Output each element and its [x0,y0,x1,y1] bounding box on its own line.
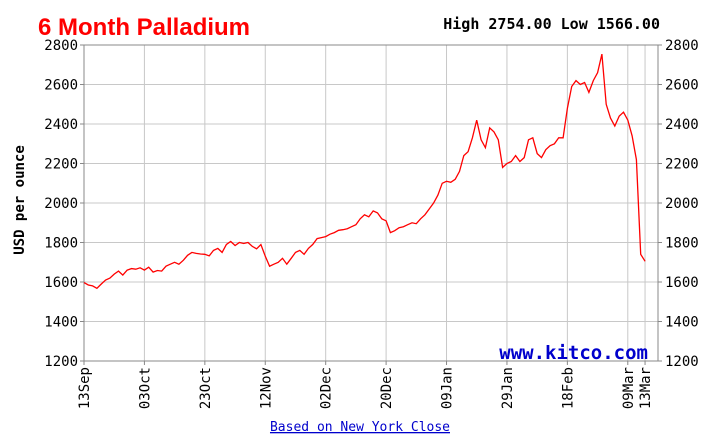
x-tick-label: 12Nov [258,367,274,409]
y-tick-label-left: 1400 [44,315,78,331]
y-tick-label-right: 2800 [665,38,699,54]
grid-lines [83,44,658,362]
y-tick-label-left: 1600 [44,275,78,291]
y-tick-label-right: 1600 [665,275,699,291]
x-tick-label: 29Jan [500,367,516,409]
x-tick-label: 13Mar [638,367,654,409]
y-tick-label-right: 1400 [665,315,699,331]
y-tick-label-right: 1800 [665,236,699,252]
palladium-price-line [83,53,646,290]
y-tick-label-right: 2600 [665,78,699,94]
x-tick-label: 09Mar [621,367,637,409]
footnote-link[interactable]: Based on New York Close [270,420,450,435]
x-tick-label: 23Oct [198,367,214,409]
x-tick-label: 09Jan [440,367,456,409]
y-tick-label-left: 2200 [44,157,78,173]
y-tick-label-right: 1200 [665,354,699,370]
chart-title: 6 Month Palladium [38,14,250,41]
x-tick-label: 02Dec [319,367,335,409]
x-tick-label: 18Feb [560,367,576,409]
y-tick-label-right: 2000 [665,196,699,212]
x-tick-label: 13Sep [77,367,93,409]
y-tick-label-right: 2200 [665,157,699,173]
y-tick-label-right: 2400 [665,117,699,133]
x-tick-label: 03Oct [137,367,153,409]
y-tick-label-left: 2000 [44,196,78,212]
y-tick-label-left: 2400 [44,117,78,133]
y-axis-label: USD per ounce [12,145,28,255]
high-low-readout: High 2754.00 Low 1566.00 [443,15,660,33]
watermark-text: www.kitco.com [499,342,648,364]
axis-ticks: 1200 1200 1400 1400 1600 1600 1800 1800 2000 2000… [44,38,698,409]
y-tick-label-left: 2800 [44,38,78,54]
y-tick-label-left: 1200 [44,354,78,370]
x-tick-label: 20Dec [379,367,395,409]
y-tick-label-left: 1800 [44,236,78,252]
y-tick-label-left: 2600 [44,78,78,94]
